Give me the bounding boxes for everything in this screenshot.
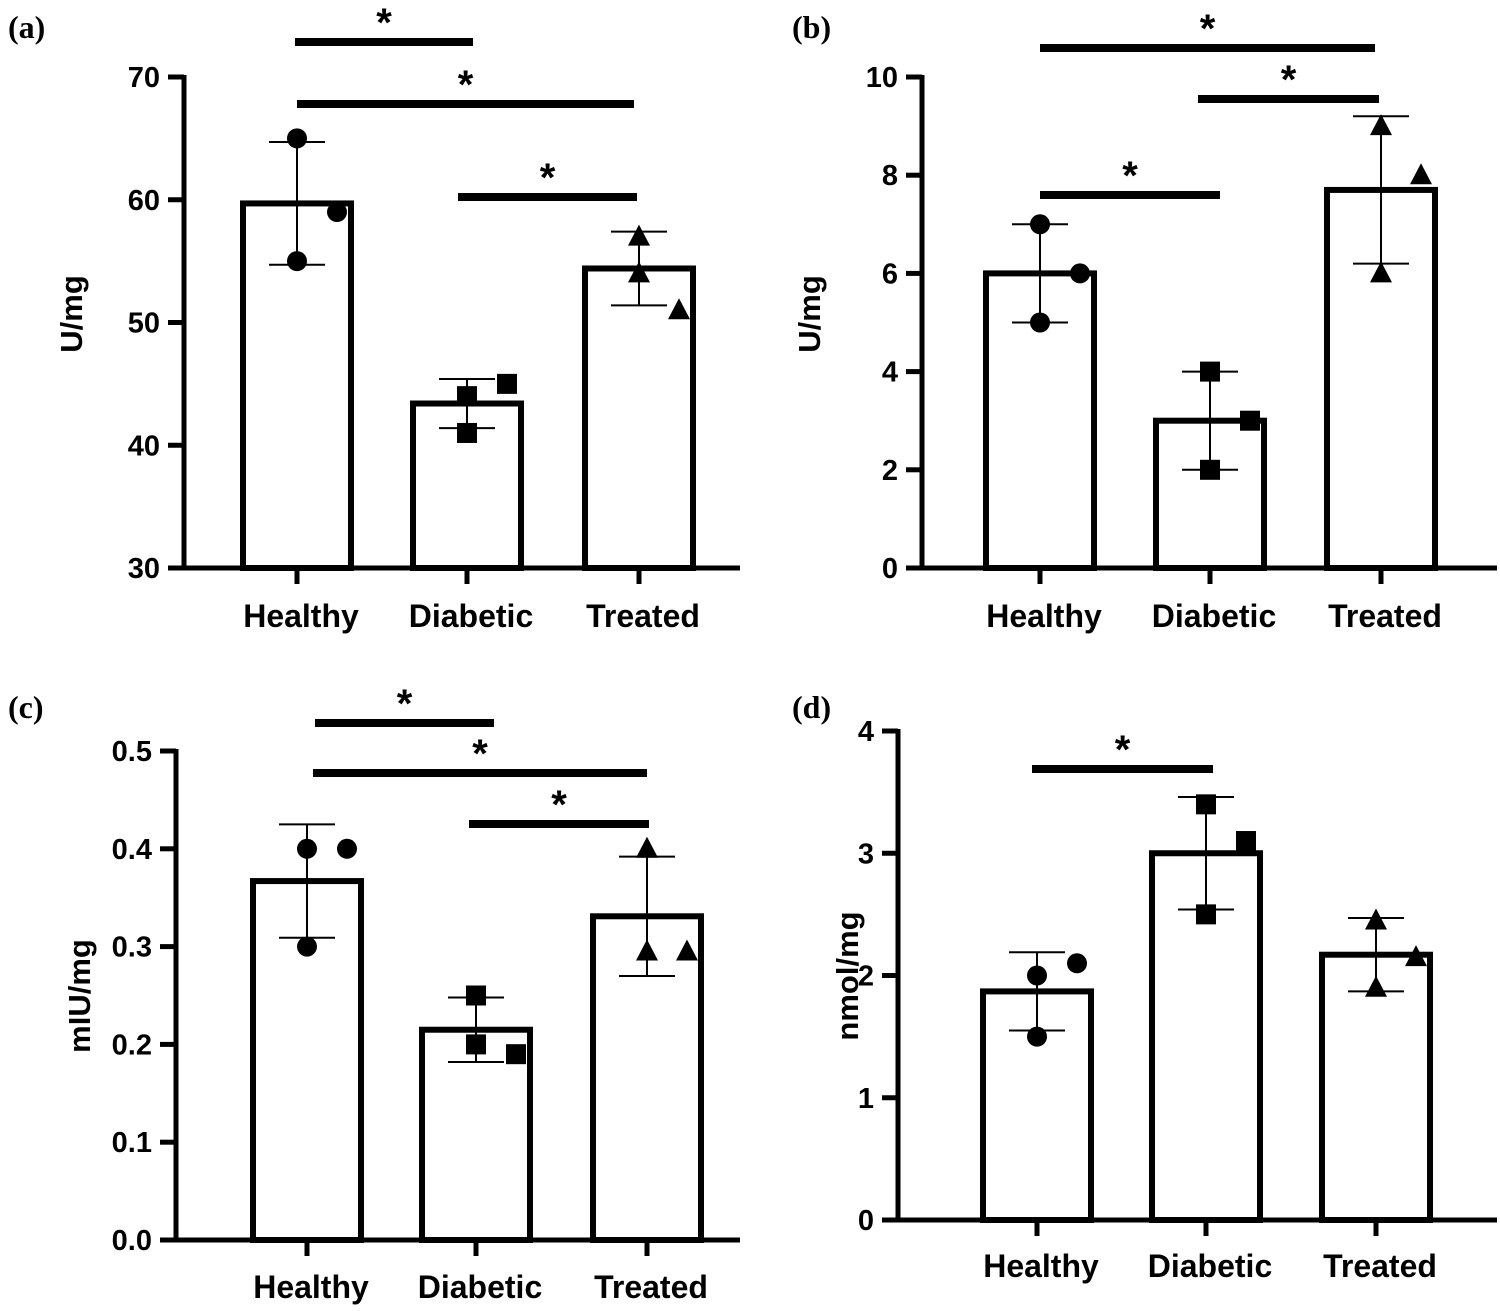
chart-panel-1: (a) U/mg 30 40 50 60 70 Healthy Diabetic Treated *… (8, 1, 740, 634)
significance-star: * (551, 783, 567, 827)
significance-star: * (1200, 7, 1216, 51)
data-point (466, 985, 486, 1006)
y-tick-label: 50 (128, 308, 160, 340)
y-tick-label: 40 (128, 430, 160, 462)
panel-label: (a) (8, 9, 45, 45)
significance-star: * (1122, 154, 1138, 198)
x-tick-label: Healthy (983, 1248, 1099, 1284)
y-tick-label: 10 (866, 62, 898, 94)
data-point (628, 224, 650, 246)
x-tick-label: Diabetic (409, 598, 533, 634)
y-tick-label: 0 (858, 1205, 874, 1237)
x-tick-label: Treated (1328, 598, 1442, 634)
y-tick-label: 0.3 (112, 932, 152, 964)
data-point (297, 838, 317, 859)
x-tick-label: Treated (1323, 1248, 1437, 1284)
data-point (497, 373, 517, 394)
y-tick-label: 1 (858, 1083, 874, 1115)
data-point (1236, 831, 1256, 852)
chart-panel-2: (b) U/mg 0 2 4 6 8 10 Healthy Diabetic Treated * * * (792, 7, 1497, 634)
data-point (506, 1044, 526, 1065)
chart-panel-4: (d) nmol/mg 0 1 2 3 4 Healthy Diabetic Treated * (792, 689, 1497, 1284)
data-point (676, 939, 698, 961)
y-tick-label: 0.0 (112, 1225, 152, 1257)
significance-star: * (458, 63, 474, 107)
y-axis-label: mIU/mg (62, 939, 97, 1053)
data-point (1405, 945, 1427, 967)
data-point (628, 261, 650, 283)
x-tick-label: Healthy (253, 1269, 369, 1305)
data-point (1410, 163, 1432, 185)
significance-star: * (540, 156, 556, 200)
significance-star: * (397, 682, 413, 726)
data-point (1240, 410, 1260, 431)
y-tick-label: 0.1 (112, 1127, 152, 1159)
chart-panel-3: (c) mIU/mg 0.0 0.1 0.2 0.3 0.4 0.5 Healthy Diabet… (8, 682, 740, 1305)
data-point (287, 128, 307, 149)
data-point (1196, 904, 1216, 925)
x-tick-label: Treated (594, 1269, 708, 1305)
data-point (297, 936, 317, 957)
y-tick-label: 0.2 (112, 1029, 152, 1061)
data-point (1027, 965, 1047, 986)
data-point (1070, 263, 1090, 284)
data-point (1030, 214, 1050, 235)
x-tick-label: Diabetic (1152, 598, 1276, 634)
panel-label: (c) (8, 689, 44, 725)
data-point (636, 836, 658, 858)
y-tick-label: 30 (128, 553, 160, 585)
data-point (337, 838, 357, 859)
y-tick-label: 2 (882, 455, 898, 487)
y-tick-label: 8 (882, 160, 898, 192)
y-tick-label: 6 (882, 258, 898, 290)
data-point (1200, 361, 1220, 382)
data-point (1370, 114, 1392, 136)
x-tick-label: Diabetic (418, 1269, 542, 1305)
significance-star: * (1281, 58, 1297, 102)
data-point (1200, 459, 1220, 480)
data-point (1030, 312, 1050, 333)
panel-label: (d) (792, 689, 831, 725)
panel-label: (b) (792, 9, 831, 45)
y-tick-label: 70 (128, 62, 160, 94)
y-axis-label: nmol/mg (830, 911, 865, 1040)
y-tick-label: 0 (882, 553, 898, 585)
y-tick-label: 0.4 (112, 834, 152, 866)
x-tick-label: Healthy (243, 598, 359, 634)
significance-star: * (472, 732, 488, 776)
data-point (466, 1034, 486, 1055)
data-point (457, 386, 477, 407)
y-axis-label: U/mg (54, 275, 89, 353)
y-tick-label: 2 (858, 961, 874, 993)
y-tick-label: 3 (858, 838, 874, 870)
data-point (327, 202, 347, 223)
x-tick-label: Healthy (986, 598, 1102, 634)
data-point (287, 251, 307, 272)
data-point (1196, 794, 1216, 815)
y-tick-label: 4 (858, 716, 874, 748)
data-point (636, 939, 658, 961)
y-tick-label: 0.5 (112, 736, 152, 768)
significance-star: * (376, 1, 392, 45)
data-point (1067, 953, 1087, 974)
data-point (1027, 1026, 1047, 1047)
x-tick-label: Diabetic (1148, 1248, 1272, 1284)
y-tick-label: 4 (882, 357, 898, 389)
y-axis-label: U/mg (792, 275, 827, 353)
significance-star: * (1115, 728, 1131, 772)
data-point (1365, 908, 1387, 930)
x-tick-label: Treated (586, 598, 700, 634)
data-point (668, 298, 690, 320)
y-tick-label: 60 (128, 185, 160, 217)
data-point (457, 422, 477, 443)
data-point (1365, 975, 1387, 997)
data-point (1370, 261, 1392, 283)
